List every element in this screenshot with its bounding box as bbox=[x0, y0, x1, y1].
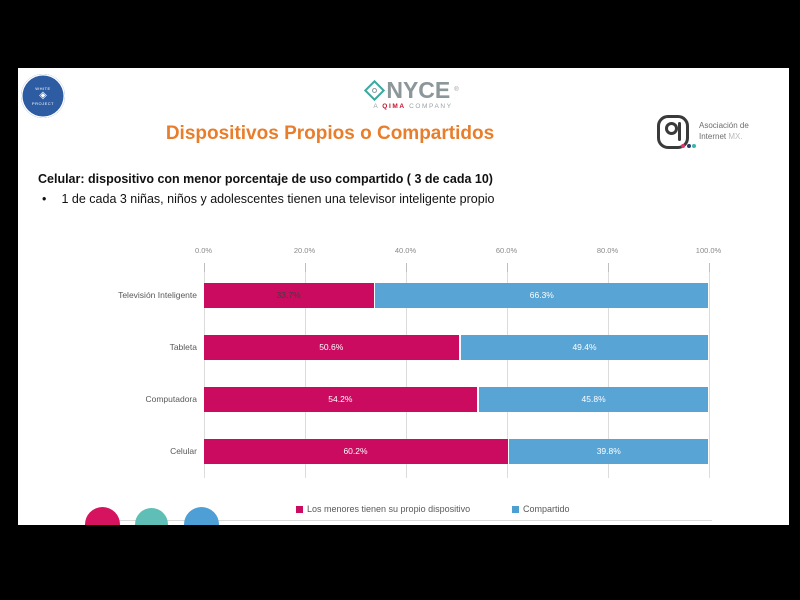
x-axis-tickmark bbox=[607, 263, 609, 272]
asociacion-monogram-circle bbox=[665, 122, 678, 135]
x-axis-tick-label: 100.0% bbox=[695, 246, 722, 255]
gridline bbox=[607, 263, 609, 478]
bar-segment-shared: 49.4% bbox=[460, 335, 709, 360]
nyce-diamond-icon bbox=[364, 79, 386, 101]
bullet-text: 1 de cada 3 niñas, niños y adolescentes … bbox=[61, 192, 495, 206]
legend-item: Los menores tienen su propio dispositivo bbox=[296, 504, 470, 514]
header-bullet: • 1 de cada 3 niñas, niños y adolescente… bbox=[42, 192, 742, 206]
legend-label: Los menores tienen su propio dispositivo bbox=[307, 504, 471, 514]
category-label: Computadora bbox=[145, 394, 197, 404]
value-label-shared: 66.3% bbox=[529, 290, 554, 300]
x-axis-tickmark bbox=[203, 263, 205, 272]
bar-segment-shared: 45.8% bbox=[478, 387, 709, 412]
gridline bbox=[203, 263, 205, 478]
x-axis-tickmark bbox=[405, 263, 407, 272]
chart-bottom-border bbox=[110, 520, 712, 521]
value-label-own: 33.7% bbox=[276, 290, 301, 300]
header-statement: Celular: dispositivo con menor porcentaj… bbox=[38, 172, 493, 186]
category-label: Televisión Inteligente bbox=[118, 290, 197, 300]
bar-segment-shared: 39.8% bbox=[509, 439, 709, 464]
bar-segment-shared: 66.3% bbox=[375, 283, 709, 308]
value-label-own: 60.2% bbox=[343, 446, 368, 456]
brand-dot-icon bbox=[686, 144, 691, 148]
asociacion-dots bbox=[681, 144, 696, 148]
gridline bbox=[708, 263, 710, 478]
value-label-own: 54.2% bbox=[328, 394, 353, 404]
value-label-shared: 39.8% bbox=[596, 446, 621, 456]
value-label-own: 50.6% bbox=[319, 342, 344, 352]
gridline bbox=[506, 263, 508, 478]
magnifier-icon bbox=[371, 86, 379, 94]
cube-icon: ◈ bbox=[39, 90, 47, 101]
value-label-shared: 49.4% bbox=[572, 342, 597, 352]
nyce-tagline: A QIMA COMPANY bbox=[348, 103, 478, 110]
nyce-wordmark: NYCE bbox=[386, 77, 451, 103]
value-label-shared: 45.8% bbox=[581, 394, 606, 404]
x-axis-tick-label: 40.0% bbox=[394, 246, 417, 255]
white-project-logo-text-bottom: PROJECT bbox=[31, 101, 55, 106]
x-axis-tick-label: 0.0% bbox=[194, 246, 213, 255]
decor-circle bbox=[183, 506, 219, 525]
gridline bbox=[304, 263, 306, 478]
x-axis-tickmark bbox=[506, 263, 508, 272]
nyce-logo: NYCE ® A QIMA COMPANY bbox=[348, 78, 478, 110]
brand-dot-icon bbox=[681, 144, 685, 148]
white-project-logo: WHITE ◈ PROJECT bbox=[21, 74, 65, 118]
asociacion-monogram-icon bbox=[657, 115, 689, 149]
nyce-tagline-suffix: COMPANY bbox=[409, 103, 453, 110]
bullet-glyph: • bbox=[42, 192, 47, 206]
nyce-tagline-prefix: A bbox=[373, 103, 379, 110]
legend-swatch-icon bbox=[296, 505, 303, 513]
bar-segment-own: 33.7% bbox=[203, 283, 374, 308]
x-axis-tick-label: 80.0% bbox=[596, 246, 619, 255]
brand-dot-icon bbox=[692, 144, 696, 148]
slide: WHITE ◈ PROJECT NYCE ® A QIMA COMPANY Di… bbox=[18, 68, 789, 525]
x-axis-tick-label: 60.0% bbox=[495, 246, 518, 255]
registered-mark: ® bbox=[454, 87, 459, 93]
decor-circle bbox=[135, 508, 168, 525]
gridline bbox=[405, 263, 407, 478]
bar-segment-own: 54.2% bbox=[203, 387, 478, 412]
bar-segment-own: 60.2% bbox=[203, 439, 508, 464]
legend-item: Compartido bbox=[512, 504, 570, 514]
white-project-logo-text-top: WHITE bbox=[35, 86, 51, 91]
x-axis-tickmark bbox=[708, 263, 710, 272]
legend-label: Compartido bbox=[523, 504, 570, 514]
x-axis-tick-label: 20.0% bbox=[293, 246, 316, 255]
bar-segment-own: 50.6% bbox=[203, 335, 460, 360]
nyce-tagline-brand: QIMA bbox=[382, 103, 406, 110]
slide-title: Dispositivos Propios o Compartidos bbox=[165, 123, 495, 144]
asociacion-line1: Asociación de bbox=[699, 121, 749, 130]
category-label: Celular bbox=[170, 446, 197, 456]
decor-circle bbox=[84, 506, 120, 525]
x-axis-tickmark bbox=[304, 263, 306, 272]
category-label: Tableta bbox=[169, 342, 197, 352]
asociacion-line2-suffix: MX. bbox=[728, 132, 743, 141]
asociacion-text: Asociación de Internet MX. bbox=[699, 120, 749, 142]
legend-swatch-icon bbox=[512, 505, 519, 513]
asociacion-line2: Internet bbox=[699, 132, 727, 141]
asociacion-monogram-stem bbox=[678, 122, 681, 141]
